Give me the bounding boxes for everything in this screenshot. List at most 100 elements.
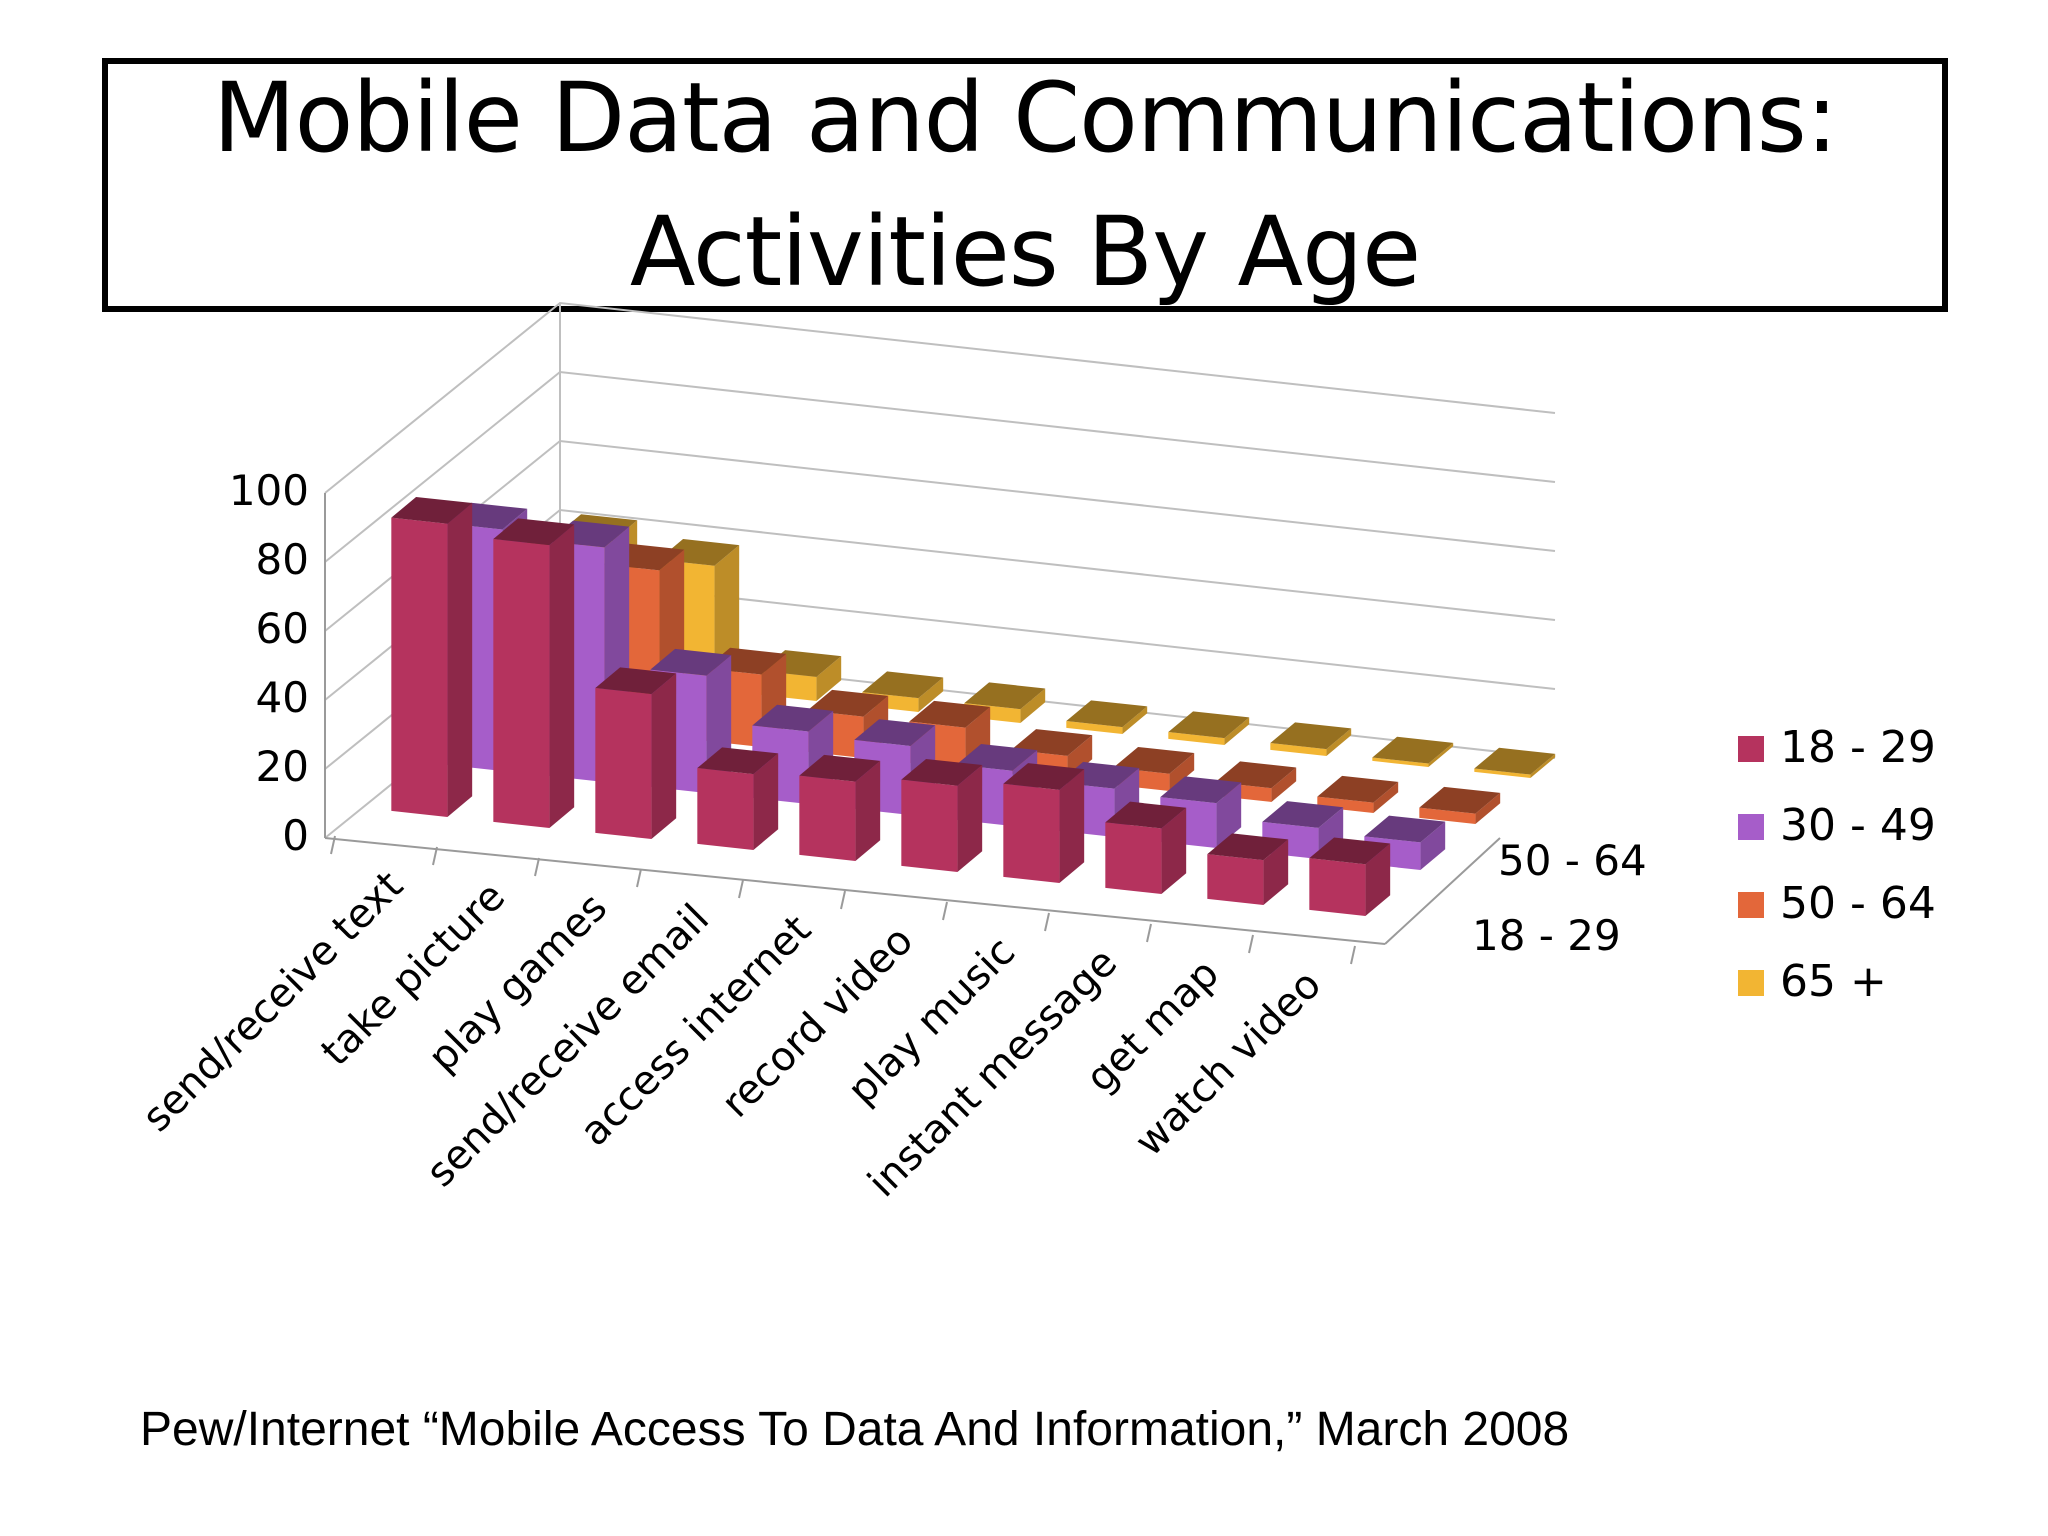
legend-label: 30 - 49 xyxy=(1780,800,1936,851)
bar-front xyxy=(1168,732,1225,745)
bar-side xyxy=(816,656,842,701)
legend: 18 - 29 30 - 49 50 - 64 65 + xyxy=(1738,722,1936,1007)
bar-top xyxy=(1372,736,1454,764)
bar-side xyxy=(1122,706,1148,734)
bar-side xyxy=(1365,843,1391,916)
bar-side xyxy=(1428,742,1454,767)
bar xyxy=(901,758,983,872)
bar-side xyxy=(855,760,881,861)
depth-axis-line xyxy=(1384,837,1501,945)
bar-front xyxy=(1309,858,1366,916)
legend-swatch xyxy=(1738,892,1764,918)
bar-front xyxy=(1105,822,1162,894)
y-tick-label: 80 xyxy=(256,535,309,584)
bar-front xyxy=(697,768,754,850)
bar-top xyxy=(854,719,936,746)
bar-top xyxy=(1309,837,1391,865)
bar-top xyxy=(807,689,889,717)
bar-top xyxy=(1207,833,1289,861)
bar-side xyxy=(1020,688,1046,723)
bar-top xyxy=(799,754,881,782)
bar xyxy=(1215,761,1297,802)
bar-side xyxy=(1263,839,1289,905)
bar xyxy=(1105,801,1187,894)
bar-side xyxy=(753,753,779,850)
y-tick-label: 20 xyxy=(256,742,309,791)
category-axis xyxy=(324,835,1501,965)
bar xyxy=(1309,837,1391,916)
legend-label: 65 + xyxy=(1780,956,1887,1007)
category-tick xyxy=(330,835,336,855)
bar-top xyxy=(595,667,677,695)
bar-side xyxy=(1271,767,1297,802)
bar-top xyxy=(1105,801,1187,829)
depth-axis-label: 18 - 29 xyxy=(1472,911,1621,960)
bar-front xyxy=(799,775,856,861)
category-tick xyxy=(1248,934,1254,954)
title-line-2: Activities By Age xyxy=(629,196,1421,308)
bar-top xyxy=(1262,801,1344,828)
bar-front xyxy=(391,517,448,817)
bar-top xyxy=(1270,722,1352,750)
bar-top xyxy=(956,744,1038,771)
bar-front xyxy=(1419,807,1476,824)
bar-front xyxy=(595,688,652,839)
legend-swatch xyxy=(1738,970,1764,996)
bar xyxy=(391,496,473,817)
bar-front xyxy=(1317,796,1374,813)
bar-side xyxy=(1059,769,1085,883)
bar-side xyxy=(1373,781,1399,813)
bar xyxy=(493,518,575,828)
category-tick xyxy=(1146,923,1152,943)
bar-top xyxy=(1113,746,1195,774)
bar-side xyxy=(1216,782,1242,848)
bar xyxy=(1270,722,1352,756)
bar-side xyxy=(1530,753,1556,778)
bar-top xyxy=(909,700,991,728)
bar-top xyxy=(1474,747,1556,775)
bar-side xyxy=(918,677,944,712)
bar-top xyxy=(1160,776,1242,804)
category-tick xyxy=(738,879,744,899)
bar-top xyxy=(1419,786,1501,814)
y-tick-label: 40 xyxy=(256,673,309,722)
bar xyxy=(1066,700,1148,734)
y-tick-labels: 0 20 40 60 80 100 xyxy=(229,466,309,860)
bar-side xyxy=(447,503,473,817)
bar xyxy=(1003,763,1085,883)
bar xyxy=(1207,833,1289,905)
bar-top xyxy=(1168,711,1250,739)
category-tick xyxy=(942,901,948,921)
bar xyxy=(595,667,677,839)
category-tick xyxy=(1350,945,1356,965)
y-tick-label: 0 xyxy=(282,811,309,860)
title-line-1: Mobile Data and Communications: xyxy=(212,62,1838,174)
depth-labels: 50 - 64 18 - 29 xyxy=(1472,836,1647,960)
bar-front xyxy=(1003,783,1060,883)
category-tick xyxy=(636,868,642,888)
bar xyxy=(1168,711,1250,745)
bar-top xyxy=(697,747,779,775)
gridline xyxy=(324,301,1556,494)
bar-front xyxy=(493,539,550,828)
bar-top xyxy=(1364,815,1446,843)
category-tick xyxy=(432,846,438,866)
bar-side xyxy=(957,765,983,872)
category-tick xyxy=(534,857,540,877)
title-box: Mobile Data and Communications: Activiti… xyxy=(102,58,1948,312)
bar-top xyxy=(862,671,944,699)
bar-top xyxy=(901,758,983,786)
bar-side xyxy=(1224,717,1250,745)
bar xyxy=(799,754,881,861)
bar-side xyxy=(1161,807,1187,894)
bar-top xyxy=(650,648,732,676)
legend-swatch xyxy=(1738,814,1764,840)
bar-side xyxy=(549,524,575,828)
bar-front xyxy=(901,779,958,872)
category-tick xyxy=(1044,912,1050,932)
bar xyxy=(1372,736,1454,767)
bar-side xyxy=(651,673,677,839)
y-tick-label: 100 xyxy=(229,466,309,515)
category-tick xyxy=(840,890,846,910)
